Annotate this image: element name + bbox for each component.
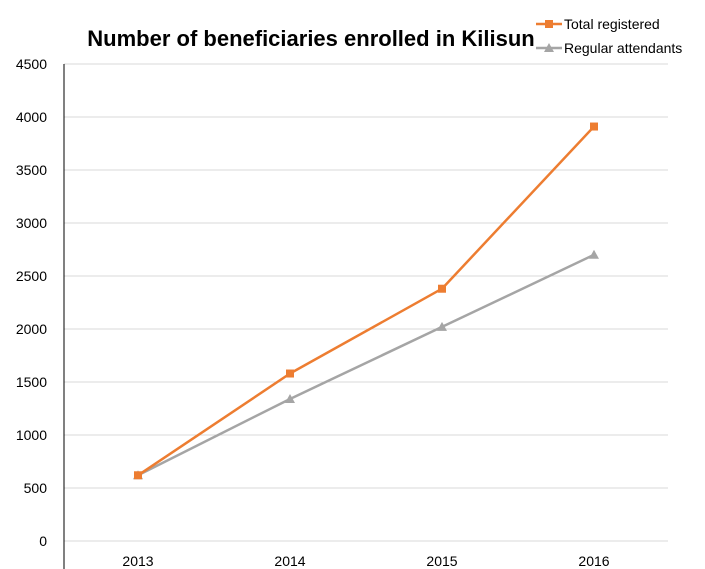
y-tick-label: 1000 (16, 427, 47, 443)
y-tick-label: 3500 (16, 162, 47, 178)
y-tick-label: 4500 (16, 56, 47, 72)
y-tick-label: 500 (24, 480, 48, 496)
series-line-total-registered (136, 125, 596, 477)
x-tick-label: 2014 (274, 553, 305, 569)
chart-title: Number of beneficiaries enrolled in Kili… (87, 26, 534, 51)
series-regular-attendants (133, 249, 599, 480)
data-point-total-registered (438, 284, 446, 293)
legend-marker (544, 43, 554, 52)
y-tick-label: 2000 (16, 321, 47, 337)
y-tick-label: 4000 (16, 109, 47, 125)
data-point-total-registered (134, 471, 142, 480)
legend-item: Regular attendants (536, 40, 682, 56)
data-point-regular-attendants (589, 249, 599, 259)
x-tick-label: 2015 (426, 553, 457, 569)
data-point-total-registered (590, 122, 598, 131)
legend-label: Regular attendants (564, 40, 682, 56)
legend: Total registered Regular attendants (536, 16, 682, 56)
legend-label: Total registered (564, 16, 660, 32)
y-axis-tick-labels: 0 500 1000 1500 2000 2500 3000 3500 4000 4500 (16, 56, 47, 549)
x-tick-label: 2016 (578, 553, 609, 569)
y-tick-label: 3000 (16, 215, 47, 231)
data-point-total-registered (286, 369, 294, 378)
x-tick-label: 2013 (122, 553, 153, 569)
series-lines (133, 122, 599, 480)
y-tick-label: 2500 (16, 268, 47, 284)
y-tick-label: 1500 (16, 374, 47, 390)
gridlines (63, 63, 668, 569)
data-point-regular-attendants (437, 321, 447, 331)
data-point-regular-attendants (285, 393, 295, 403)
legend-item: Total registered (536, 16, 660, 32)
series-line-regular-attendants (136, 253, 596, 477)
x-axis-tick-labels: 2013 2014 2015 2016 (122, 553, 609, 569)
y-tick-label: 0 (39, 533, 47, 549)
series-total-registered (134, 122, 598, 480)
legend-marker (545, 20, 553, 28)
